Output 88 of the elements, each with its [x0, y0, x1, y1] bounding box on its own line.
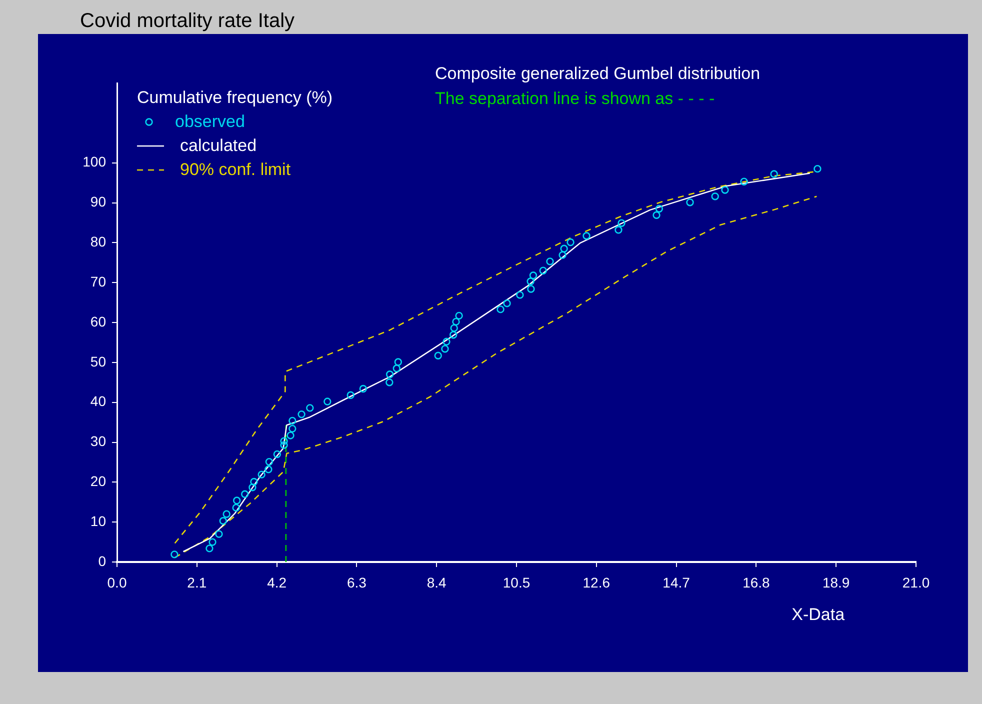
point: [386, 378, 394, 386]
y-tick-label: 70: [90, 273, 106, 290]
point: [560, 244, 568, 253]
point: [280, 441, 288, 449]
point: [258, 470, 266, 478]
x-axis-title: X-Data: [792, 605, 846, 624]
point: [503, 299, 511, 308]
y-tick-label: 80: [90, 234, 106, 250]
point: [618, 219, 626, 227]
point: [740, 178, 748, 186]
x-tick-label: 16.8: [742, 574, 770, 590]
y-tick-label: 30: [90, 433, 106, 450]
point: [527, 285, 535, 293]
point: [558, 251, 566, 259]
point: [455, 312, 463, 320]
point: [298, 410, 306, 418]
point: [652, 211, 660, 219]
point: [770, 170, 778, 178]
point: [449, 331, 458, 339]
point: [582, 232, 590, 240]
y-tick-label: 10: [90, 512, 106, 529]
point: [452, 318, 460, 326]
point: [240, 490, 249, 498]
point: [273, 450, 282, 458]
point: [233, 496, 241, 504]
y-tick-label: 100: [82, 154, 106, 170]
point: [286, 432, 294, 440]
point: [248, 484, 256, 492]
point: [264, 466, 272, 474]
chart-title: Covid mortality rate Italy: [80, 10, 295, 32]
y-tick-label: 0: [98, 552, 106, 569]
point: [306, 404, 314, 412]
point: [222, 510, 230, 518]
y-tick-label: 60: [90, 313, 106, 330]
annotation: The separation line is shown as - - - -: [435, 89, 715, 108]
point: [614, 226, 622, 234]
x-tick-label: 10.5: [502, 574, 530, 590]
point: [215, 530, 223, 538]
point: [442, 338, 450, 346]
x-tick-label: 8.4: [426, 574, 447, 590]
point: [546, 258, 554, 266]
point: [516, 291, 524, 299]
point: [359, 384, 368, 393]
x-tick-label: 0.0: [107, 574, 127, 590]
point: [250, 478, 258, 486]
x-tick-label: 21.0: [902, 574, 930, 590]
point: [265, 458, 274, 466]
x-tick-label: 18.9: [822, 574, 850, 590]
x-tick-label: 12.6: [582, 574, 610, 590]
point: [288, 424, 296, 433]
x-tick-label: 6.3: [346, 574, 367, 590]
point: [434, 352, 442, 360]
point: [655, 204, 664, 213]
point: [170, 550, 178, 558]
point: [566, 238, 574, 246]
point: [219, 517, 228, 525]
y-tick-label: 40: [90, 393, 106, 410]
point: [686, 198, 694, 206]
x-tick-label: 2.1: [187, 574, 207, 590]
y-axis-title: Cumulative frequency (%): [137, 88, 333, 107]
point: [711, 192, 719, 200]
point: [206, 544, 214, 552]
point: [496, 305, 504, 314]
point: [288, 416, 296, 425]
text: Composite generalized Gumbel distribution: [435, 64, 760, 83]
y-tick-label: 50: [90, 353, 106, 370]
point: [208, 538, 216, 546]
point: [232, 504, 240, 512]
point: [386, 370, 394, 378]
legend-label: calculated: [180, 136, 257, 155]
point: [346, 391, 354, 399]
point: [526, 278, 534, 286]
point: [280, 437, 288, 445]
point: [539, 266, 547, 274]
x-tick-label: 14.7: [662, 574, 690, 590]
y-tick-label: 90: [90, 194, 106, 210]
point: [450, 324, 458, 332]
legend-label: observed: [175, 112, 245, 131]
point: [529, 272, 538, 280]
point: [324, 398, 332, 406]
x-tick-label: 4.2: [267, 574, 287, 590]
point: [392, 364, 400, 372]
point: [394, 358, 402, 366]
y-tick-label: 20: [90, 473, 106, 490]
point: [721, 186, 729, 194]
legend-label: 90% conf. limit: [180, 160, 291, 179]
point: [441, 344, 449, 353]
point: [814, 164, 822, 173]
